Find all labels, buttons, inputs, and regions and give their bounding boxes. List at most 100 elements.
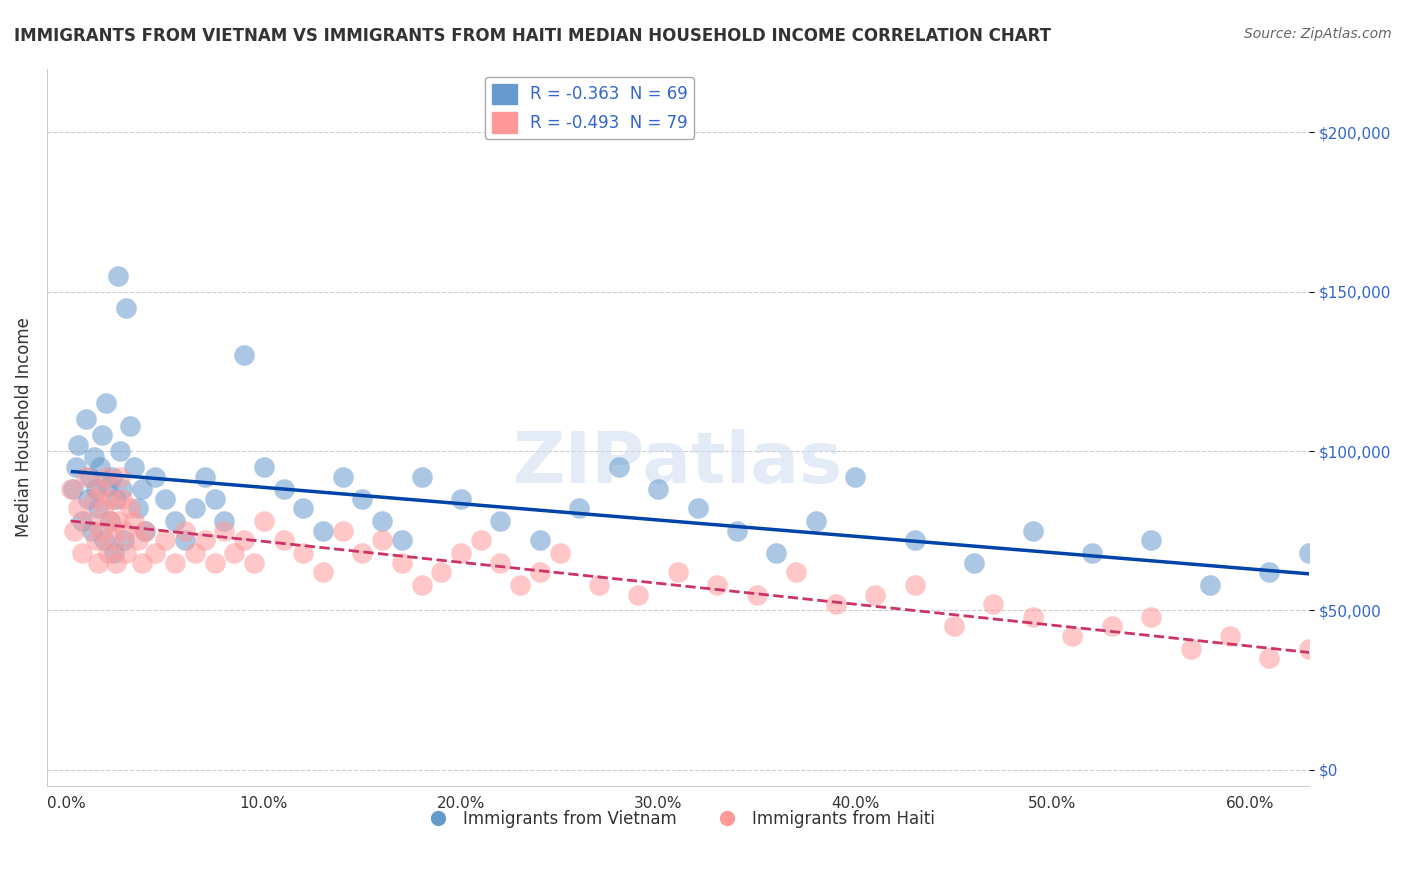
Point [470, 533, 492, 548]
Point [94, 469, 117, 483]
Point [963, 556, 986, 570]
Point [411, 469, 433, 483]
Point [83, 450, 105, 465]
Point [844, 469, 866, 483]
Point [114, 301, 136, 315]
Point [1337, 661, 1360, 675]
Point [194, 469, 217, 483]
Point [72, 546, 94, 560]
Point [194, 533, 217, 548]
Point [93, 501, 115, 516]
Point [59, 483, 82, 497]
Point [903, 578, 925, 592]
Point [75, 412, 97, 426]
Point [118, 418, 141, 433]
Point [1022, 524, 1045, 538]
Point [165, 514, 187, 528]
Point [101, 469, 124, 483]
Point [65, 460, 87, 475]
Point [824, 597, 846, 611]
Point [134, 524, 156, 538]
Point [153, 533, 176, 548]
Point [1101, 619, 1123, 633]
Point [72, 514, 94, 528]
Point [224, 546, 246, 560]
Point [903, 533, 925, 548]
Point [89, 460, 111, 475]
Point [1298, 641, 1320, 656]
Point [165, 556, 187, 570]
Point [1376, 651, 1399, 665]
Point [450, 546, 472, 560]
Point [1199, 578, 1222, 592]
Point [143, 469, 166, 483]
Point [509, 578, 531, 592]
Point [1062, 629, 1084, 643]
Text: ZIPatlas: ZIPatlas [513, 428, 844, 498]
Point [863, 587, 886, 601]
Point [804, 514, 827, 528]
Point [82, 524, 104, 538]
Point [111, 491, 134, 506]
Point [97, 479, 120, 493]
Point [77, 491, 100, 506]
Point [233, 533, 256, 548]
Point [67, 501, 90, 516]
Point [131, 556, 153, 570]
Point [94, 396, 117, 410]
Point [79, 469, 101, 483]
Point [647, 483, 669, 497]
Point [745, 587, 768, 601]
Point [627, 587, 650, 601]
Point [112, 533, 135, 548]
Point [725, 524, 748, 538]
Point [292, 546, 315, 560]
Point [1396, 597, 1406, 611]
Point [489, 556, 512, 570]
Point [134, 524, 156, 538]
Point [204, 491, 226, 506]
Point [98, 514, 121, 528]
Point [84, 483, 107, 497]
Point [63, 524, 86, 538]
Point [233, 348, 256, 362]
Legend: Immigrants from Vietnam, Immigrants from Haiti: Immigrants from Vietnam, Immigrants from… [415, 804, 941, 835]
Point [107, 514, 129, 528]
Point [204, 556, 226, 570]
Point [1219, 629, 1241, 643]
Point [91, 428, 114, 442]
Point [352, 491, 374, 506]
Point [89, 483, 111, 497]
Point [312, 524, 335, 538]
Point [529, 565, 551, 579]
Point [1140, 533, 1163, 548]
Point [93, 533, 115, 548]
Point [371, 514, 394, 528]
Point [108, 444, 131, 458]
Text: IMMIGRANTS FROM VIETNAM VS IMMIGRANTS FROM HAITI MEDIAN HOUSEHOLD INCOME CORRELA: IMMIGRANTS FROM VIETNAM VS IMMIGRANTS FR… [14, 27, 1052, 45]
Point [666, 565, 689, 579]
Point [108, 469, 131, 483]
Point [75, 469, 97, 483]
Point [97, 546, 120, 560]
Point [411, 578, 433, 592]
Point [292, 501, 315, 516]
Point [67, 438, 90, 452]
Point [131, 483, 153, 497]
Point [489, 514, 512, 528]
Point [332, 469, 354, 483]
Point [79, 514, 101, 528]
Point [174, 524, 197, 538]
Point [103, 546, 125, 560]
Point [91, 524, 114, 538]
Point [143, 546, 166, 560]
Point [1337, 619, 1360, 633]
Point [107, 268, 129, 283]
Point [103, 533, 125, 548]
Point [607, 460, 630, 475]
Point [184, 546, 207, 560]
Point [332, 524, 354, 538]
Point [529, 533, 551, 548]
Point [312, 565, 335, 579]
Point [122, 460, 145, 475]
